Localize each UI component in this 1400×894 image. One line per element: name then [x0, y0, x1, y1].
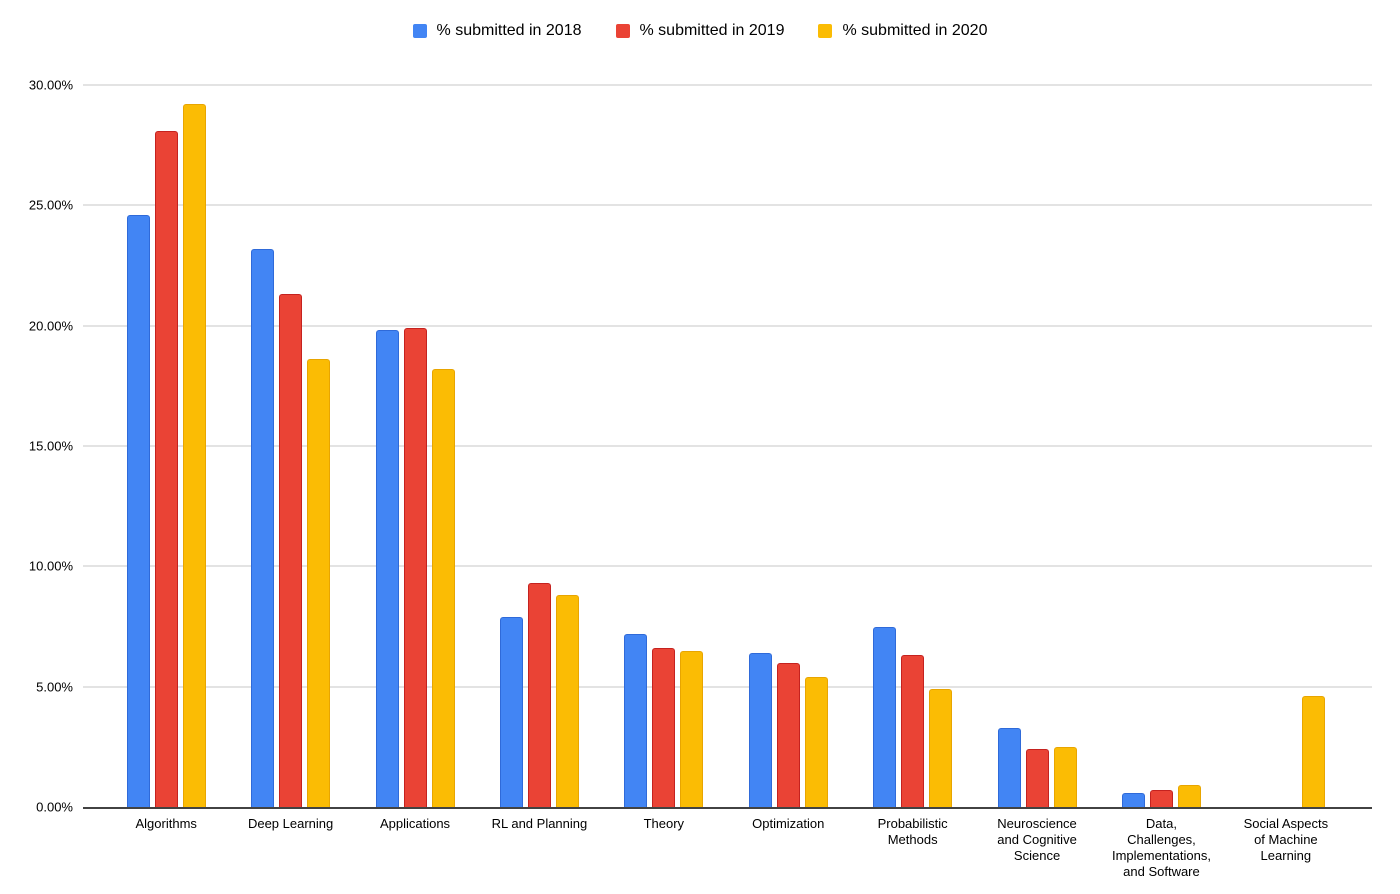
bar-group-8	[975, 85, 1099, 807]
x-category-label: Theory	[643, 816, 685, 831]
bar	[929, 689, 953, 807]
legend-label-2020: % submitted in 2020	[842, 22, 988, 39]
bar	[279, 294, 303, 807]
gridline-20	[83, 324, 1372, 327]
y-tick-label: 25.00%	[28, 197, 73, 213]
y-tick-label: 20.00%	[28, 318, 73, 334]
bar-group-1	[104, 85, 228, 807]
bar-group-7	[850, 85, 974, 807]
bar	[126, 214, 150, 807]
x-category-label: Deep Learning	[247, 816, 334, 831]
bar	[431, 369, 455, 807]
gridline-15	[83, 445, 1372, 447]
gridline-30	[83, 84, 1372, 86]
bar	[1053, 746, 1077, 807]
bar	[555, 595, 579, 807]
bar	[1149, 790, 1173, 807]
bar	[680, 650, 704, 807]
x-category-label: RL and Planning	[491, 816, 588, 831]
y-tick-label: 10.00%	[28, 558, 73, 574]
y-tick-label: 5.00%	[36, 679, 73, 695]
bars-row	[104, 85, 1348, 807]
x-category-label: Optimization	[752, 816, 825, 831]
bar	[1177, 785, 1201, 807]
bar	[499, 616, 523, 807]
legend-item-2019: % submitted in 2019	[615, 22, 785, 40]
bar	[804, 677, 828, 807]
x-category-label: Applications	[379, 816, 451, 831]
bar-group-3	[353, 85, 477, 807]
legend-swatch-2020-icon	[818, 24, 833, 38]
bar	[1302, 696, 1326, 807]
bar-group-5	[602, 85, 726, 807]
plot-area: 0.00% 5.00% 10.00% 15.00% 20.00% 25.00% 30.00%…	[29, 78, 1372, 879]
bar	[307, 359, 331, 807]
bar	[997, 727, 1021, 807]
bar	[776, 662, 800, 807]
x-axis-labels: Algorithms Deep Learning Applications RL an…	[104, 816, 1348, 880]
x-category-label: Data, Challenges, Implementations, and S…	[1111, 816, 1211, 879]
bar	[624, 633, 648, 807]
x-axis-line	[83, 807, 1372, 809]
y-tick-label: 0.00%	[36, 799, 73, 815]
bar	[403, 328, 427, 807]
bar	[873, 626, 897, 807]
bar	[182, 104, 206, 807]
x-category-label: Probabilistic Methods	[877, 816, 948, 847]
legend-swatch-2019-icon	[615, 24, 630, 38]
bar	[1025, 749, 1049, 807]
bar-group-4	[477, 85, 601, 807]
legend-label-2018: % submitted in 2018	[436, 22, 582, 39]
bar	[901, 655, 925, 807]
bar	[251, 248, 275, 807]
bar-group-9	[1099, 85, 1223, 807]
y-tick-label: 15.00%	[28, 438, 73, 454]
gridline-5	[83, 685, 1372, 688]
x-category-label: Neuroscience and Cognitive Science	[997, 816, 1077, 863]
bar	[527, 583, 551, 807]
legend-item-2020: % submitted in 2020	[818, 22, 987, 40]
x-category-label: Algorithms	[135, 816, 197, 831]
bar	[748, 652, 772, 807]
bar	[652, 648, 676, 807]
legend-swatch-2018-icon	[412, 24, 427, 38]
legend-item-2018: % submitted in 2018	[412, 22, 582, 40]
bar	[154, 130, 178, 807]
bar-group-10	[1224, 85, 1348, 807]
bar-group-2	[228, 85, 352, 807]
bar-group-6	[726, 85, 850, 807]
chart-legend: % submitted in 2018 % submitted in 2019 …	[0, 22, 1400, 40]
y-tick-label: 30.00%	[28, 77, 73, 93]
gridline-25	[83, 204, 1372, 207]
gridline-10	[83, 565, 1372, 568]
x-category-label: Social Aspects of Machine Learning	[1243, 816, 1329, 863]
bar	[375, 330, 399, 807]
legend-label-2019: % submitted in 2019	[639, 22, 785, 39]
bar	[1121, 792, 1145, 807]
